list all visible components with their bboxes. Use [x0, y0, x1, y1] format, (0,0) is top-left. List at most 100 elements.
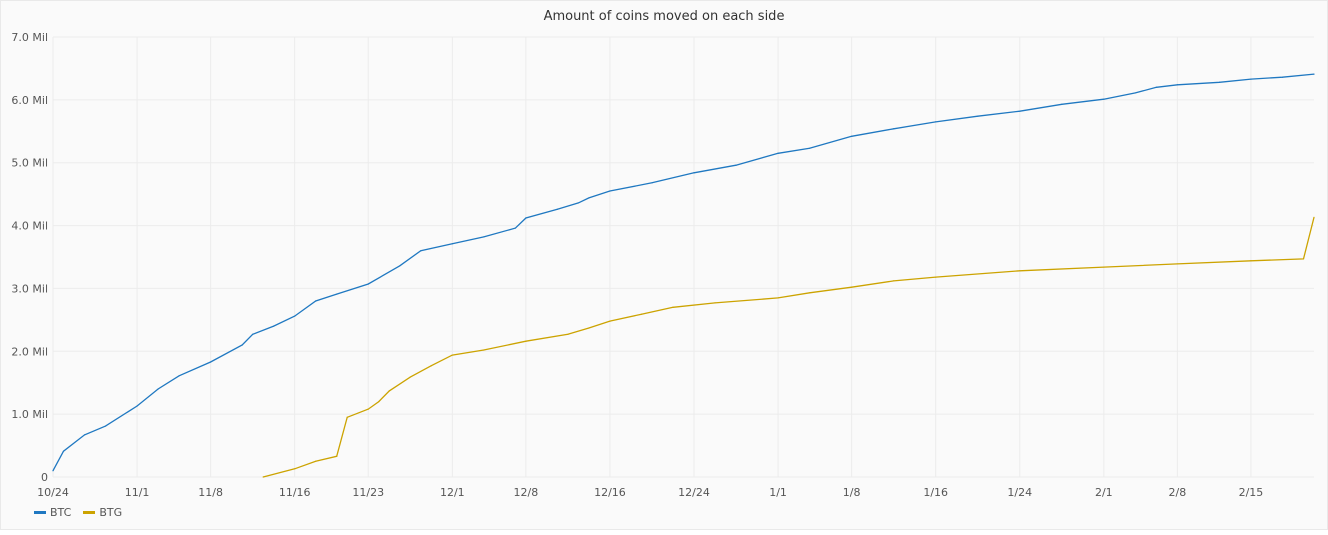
data-point-btc: [977, 115, 979, 117]
data-point-btc: [104, 425, 107, 427]
data-point-btc: [693, 172, 695, 174]
data-point-btg: [483, 349, 485, 351]
data-point-btc: [1134, 92, 1136, 94]
y-tick-label: 4.0 Mil: [11, 220, 48, 233]
data-point-btg: [451, 354, 453, 356]
data-point-btg: [777, 297, 779, 299]
data-point-btc: [399, 265, 401, 267]
x-tick-label: 2/15: [1239, 486, 1264, 499]
data-point-btc: [1155, 86, 1157, 88]
data-point-btg: [1176, 263, 1178, 265]
data-point-btc: [210, 361, 212, 363]
data-point-btg: [1313, 216, 1315, 218]
data-point-btg: [714, 302, 716, 304]
series-line-btc: [52, 73, 1315, 472]
data-point-btc: [315, 300, 317, 302]
data-point-btc: [1061, 103, 1063, 105]
data-point-btc: [62, 450, 65, 452]
chart-title: Amount of coins moved on each side: [543, 9, 785, 24]
data-point-btc: [136, 405, 138, 407]
legend-swatch-btc: [34, 511, 46, 514]
x-tick-label: 2/1: [1095, 486, 1113, 499]
x-tick-label: 11/1: [125, 486, 150, 499]
data-point-btg: [294, 468, 296, 470]
x-tick-label: 12/24: [678, 486, 710, 499]
data-point-btc: [483, 236, 485, 238]
x-tick-label: 1/16: [923, 486, 948, 499]
data-point-btc: [1103, 98, 1105, 100]
data-point-btc: [1218, 81, 1221, 83]
data-point-btg: [935, 276, 937, 278]
data-point-btc: [367, 283, 369, 285]
data-point-btc: [1281, 76, 1284, 78]
data-point-btg: [609, 320, 611, 322]
data-point-btc: [809, 147, 811, 149]
data-point-btc: [893, 128, 895, 130]
data-point-btc: [588, 197, 590, 199]
x-tick-label: 12/16: [594, 486, 626, 499]
data-point-btc: [241, 344, 243, 346]
data-point-btc: [651, 182, 653, 184]
x-tick-label: 11/8: [198, 486, 223, 499]
y-tick-label: 3.0 Mil: [11, 282, 48, 295]
data-point-btg: [672, 306, 674, 308]
data-point-btc: [1019, 110, 1021, 112]
data-point-btg: [262, 476, 264, 478]
data-point-btg: [1250, 260, 1252, 262]
data-point-btg: [1103, 266, 1105, 268]
data-point-btc: [294, 315, 296, 317]
data-point-btc: [935, 121, 937, 123]
data-point-btc: [577, 202, 580, 204]
x-tick-label: 11/16: [279, 486, 311, 499]
data-point-btc: [336, 293, 338, 295]
data-point-btg: [346, 416, 348, 418]
data-point-btc: [451, 243, 453, 245]
x-tick-label: 12/1: [440, 486, 465, 499]
data-point-btg: [851, 286, 853, 288]
data-point-btc: [525, 217, 527, 219]
series-line-btg: [263, 217, 1315, 478]
x-tick-label: 2/8: [1169, 486, 1187, 499]
y-tick-label: 6.0 Mil: [11, 94, 48, 107]
y-tick-label: 2.0 Mil: [11, 345, 48, 358]
data-point-btg: [588, 327, 590, 329]
data-point-btc: [1250, 78, 1252, 80]
data-point-btc: [157, 388, 159, 390]
data-point-btg: [640, 313, 643, 315]
data-point-btg: [409, 376, 411, 378]
data-point-btc: [1176, 84, 1178, 86]
legend: BTC BTG: [34, 506, 122, 519]
data-point-btc: [178, 375, 180, 377]
data-point-btc: [609, 190, 611, 192]
x-tick-label: 11/23: [352, 486, 384, 499]
legend-item-btg[interactable]: BTG: [83, 506, 122, 519]
y-tick-label: 0: [41, 471, 48, 484]
legend-label: BTC: [50, 506, 72, 519]
data-point-btg: [893, 280, 895, 282]
x-tick-label: 1/24: [1007, 486, 1032, 499]
data-point-btg: [809, 292, 811, 294]
data-point-btg: [525, 340, 527, 342]
data-point-btc: [777, 152, 779, 154]
data-point-btc: [52, 470, 54, 472]
y-tick-label: 7.0 Mil: [11, 31, 48, 44]
data-point-btg: [388, 390, 390, 392]
data-point-btc: [1313, 73, 1315, 75]
data-point-btg: [430, 365, 432, 367]
data-point-btc: [252, 333, 254, 335]
x-tick-label: 1/8: [843, 486, 861, 499]
y-tick-label: 1.0 Mil: [11, 408, 48, 421]
data-point-btg: [367, 408, 369, 410]
data-point-btg: [1302, 258, 1305, 260]
data-point-btc: [851, 135, 853, 137]
y-tick-label: 5.0 Mil: [11, 157, 48, 170]
legend-swatch-btg: [83, 511, 96, 514]
x-tick-label: 10/24: [37, 486, 69, 499]
data-point-btg: [378, 400, 380, 403]
data-point-btc: [514, 227, 516, 229]
data-point-btc: [735, 164, 737, 166]
legend-label: BTG: [99, 506, 123, 519]
legend-item-btc[interactable]: BTC: [34, 506, 71, 519]
